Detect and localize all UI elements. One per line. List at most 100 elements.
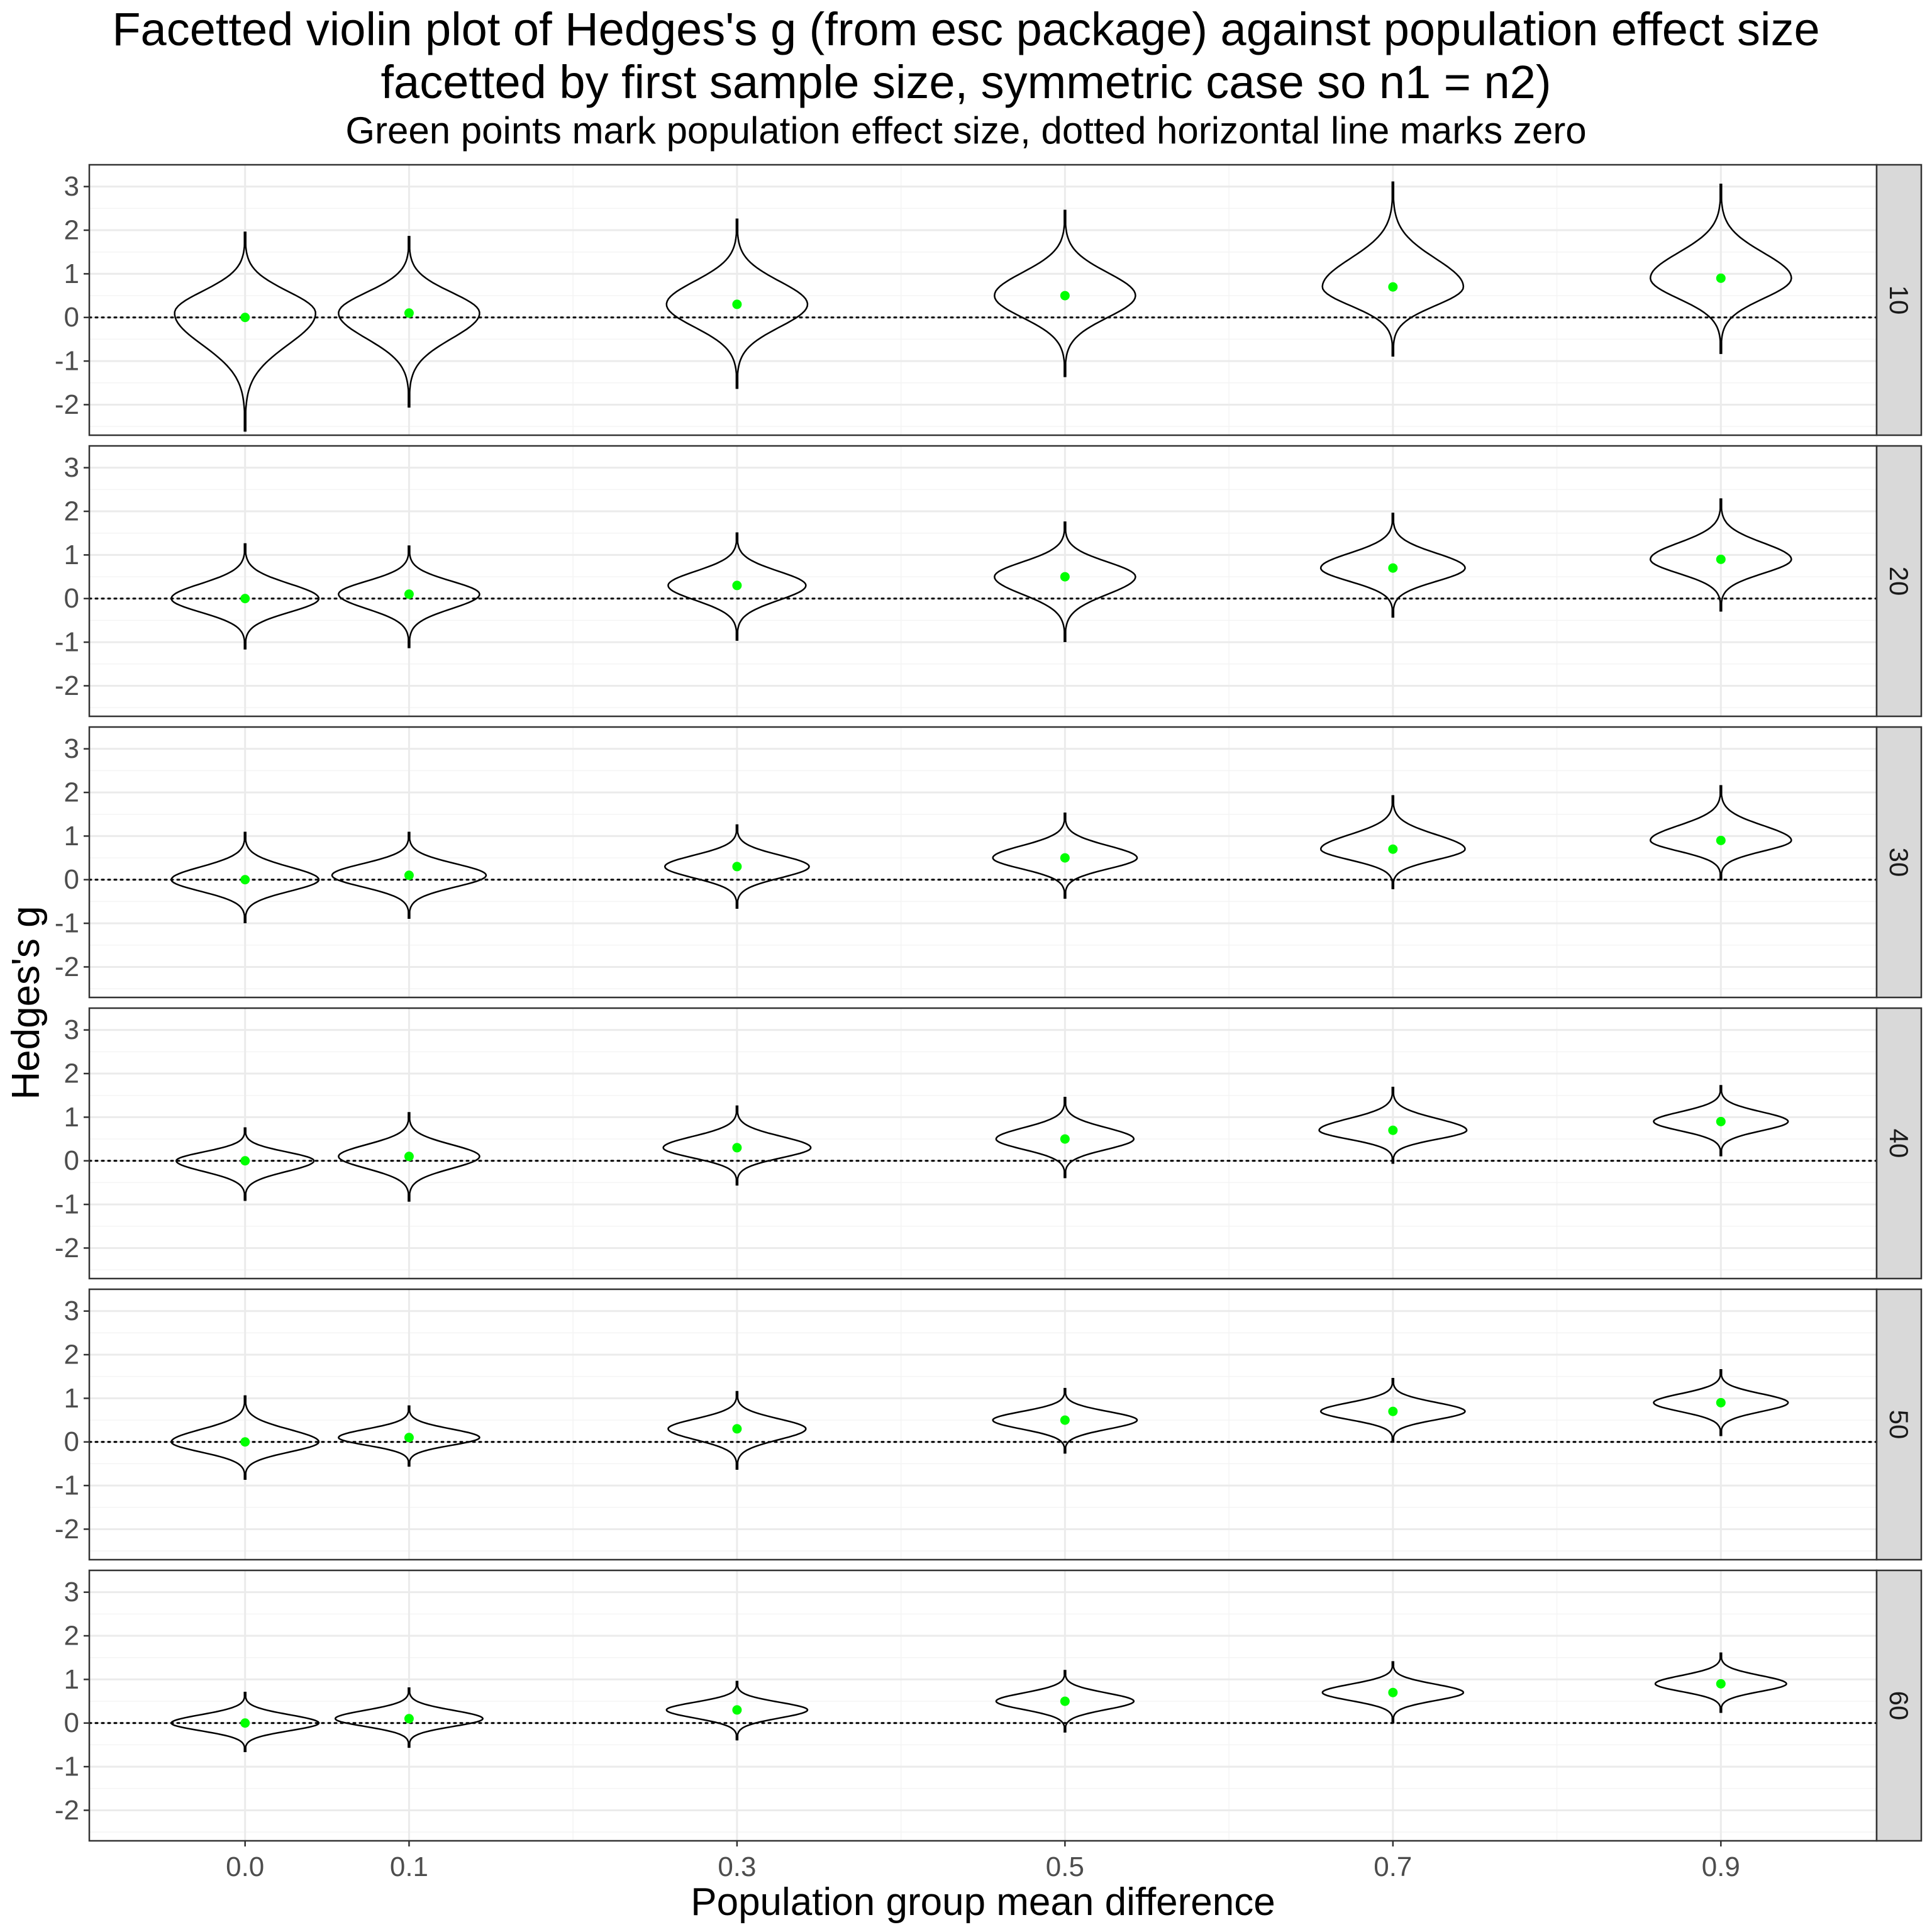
- effect-size-point: [1716, 1679, 1726, 1689]
- facet-strip: [1875, 1007, 1923, 1280]
- y-tick-label: 3: [64, 1296, 79, 1326]
- y-tick-label: -1: [55, 908, 79, 939]
- y-tick-label: -2: [55, 1514, 79, 1545]
- effect-size-point: [732, 1424, 742, 1434]
- facet-strip-label: 50: [1884, 1410, 1914, 1440]
- y-tick-label: 2: [64, 777, 79, 808]
- y-tick-label: 2: [64, 215, 79, 246]
- facet-panel-60: 60 -2 -1 0 1 2 3: [55, 1569, 1923, 1842]
- effect-size-point: [404, 870, 414, 880]
- effect-size-point: [1388, 563, 1398, 573]
- panel-background: [89, 1008, 1877, 1279]
- violin-50-x0.7: [1319, 1377, 1466, 1443]
- chart-title-line-1: Facetted violin plot of Hedges's g (from…: [112, 3, 1820, 55]
- y-tick-label: -1: [55, 1752, 79, 1782]
- chart-subtitle: Green points mark population effect size…: [345, 109, 1587, 152]
- violin-30-x0.9: [1650, 785, 1792, 880]
- effect-size-point: [1060, 1696, 1070, 1706]
- y-tick-label: -2: [55, 952, 79, 982]
- effect-size-point: [1060, 291, 1070, 301]
- y-tick-label: 3: [64, 452, 79, 483]
- effect-size-point: [1716, 273, 1726, 283]
- effect-size-point: [732, 1705, 742, 1715]
- y-tick-label: 1: [64, 1102, 79, 1133]
- violin-40-x0.9: [1653, 1085, 1789, 1157]
- y-axis-title: Hedges's g: [4, 906, 48, 1099]
- effect-size-point: [1388, 282, 1398, 292]
- effect-size-point: [240, 313, 250, 323]
- facet-strip-label: 60: [1884, 1691, 1914, 1721]
- effect-size-point: [1388, 1687, 1398, 1697]
- y-tick-label: 3: [64, 1014, 79, 1045]
- effect-size-point: [1388, 1406, 1398, 1416]
- effect-size-point: [1388, 844, 1398, 854]
- violin-20-x0: [170, 543, 320, 650]
- y-tick-label: 2: [64, 1340, 79, 1370]
- facet-strip-label: 30: [1884, 848, 1914, 877]
- effect-size-point: [1060, 853, 1070, 863]
- y-tick-label: 1: [64, 1664, 79, 1695]
- violin-60-x0.7: [1321, 1661, 1465, 1723]
- panel-background: [89, 165, 1877, 435]
- violin-50-x0.1: [337, 1405, 480, 1467]
- facet-panel-10: 10 -2 -1 0 1 2 3: [55, 164, 1923, 436]
- y-tick-label: 1: [64, 821, 79, 852]
- panel-background: [89, 1570, 1877, 1841]
- effect-size-point: [240, 875, 250, 885]
- panel-background: [89, 446, 1877, 716]
- effect-size-point: [404, 1433, 414, 1443]
- violin-10-x0.5: [994, 209, 1136, 377]
- effect-size-point: [1060, 1415, 1070, 1425]
- effect-size-point: [1716, 554, 1726, 564]
- violin-60-x0: [170, 1691, 320, 1753]
- violin-20-x0.3: [667, 532, 807, 641]
- effect-size-point: [732, 299, 742, 309]
- facet-strip: [1875, 445, 1923, 718]
- violin-60-x0.1: [334, 1687, 484, 1748]
- violin-40-x0.3: [662, 1105, 812, 1186]
- effect-size-point: [732, 580, 742, 591]
- effect-size-point: [240, 1156, 250, 1166]
- y-tick-label: 1: [64, 258, 79, 289]
- violin-60-x0.3: [665, 1680, 809, 1741]
- violin-10-x0.1: [338, 236, 480, 408]
- facet-panel-40: 40 -2 -1 0 1 2 3: [55, 1007, 1923, 1280]
- y-tick-label: 0: [64, 1426, 79, 1457]
- violin-40-x0.7: [1318, 1086, 1468, 1164]
- violin-20-x0.5: [994, 521, 1136, 642]
- chart-title-line-2: facetted by first sample size, symmetric…: [380, 56, 1552, 108]
- facet-strip: [1875, 1569, 1923, 1842]
- facet-strip-label: 20: [1884, 567, 1914, 596]
- violin-10-x0.3: [665, 218, 809, 389]
- violin-60-x0.9: [1654, 1652, 1787, 1713]
- effect-size-point: [1716, 1116, 1726, 1126]
- effect-size-point: [240, 1437, 250, 1447]
- x-tick-label: 0.1: [390, 1852, 428, 1882]
- x-tick-label: 0.3: [718, 1852, 756, 1882]
- effect-size-point: [1060, 1134, 1070, 1144]
- effect-size-point: [1388, 1125, 1398, 1135]
- violin-50-x0: [170, 1395, 320, 1480]
- effect-size-point: [240, 594, 250, 604]
- effect-size-point: [404, 1714, 414, 1724]
- violin-10-x0: [174, 231, 316, 432]
- violin-10-x0.9: [1649, 183, 1792, 354]
- y-tick-label: 3: [64, 733, 79, 764]
- y-tick-label: 1: [64, 1383, 79, 1414]
- facet-strip-label: 10: [1884, 286, 1914, 315]
- y-tick-label: 3: [64, 171, 79, 202]
- violin-20-x0.1: [338, 545, 480, 648]
- violin-30-x0.7: [1319, 795, 1466, 889]
- effect-size-point: [404, 589, 414, 599]
- violin-30-x0: [170, 831, 320, 923]
- violin-20-x0.7: [1319, 513, 1466, 618]
- violin-40-x0.5: [995, 1096, 1135, 1179]
- y-tick-label: 3: [64, 1577, 79, 1607]
- y-tick-label: 2: [64, 1621, 79, 1652]
- facet-panel-50: 50 -2 -1 0 1 2 3: [55, 1288, 1923, 1561]
- x-tick-label: 0.7: [1374, 1852, 1412, 1882]
- violin-40-x0: [175, 1127, 315, 1201]
- y-tick-label: 0: [64, 583, 79, 614]
- facet-strip-label: 40: [1884, 1129, 1914, 1158]
